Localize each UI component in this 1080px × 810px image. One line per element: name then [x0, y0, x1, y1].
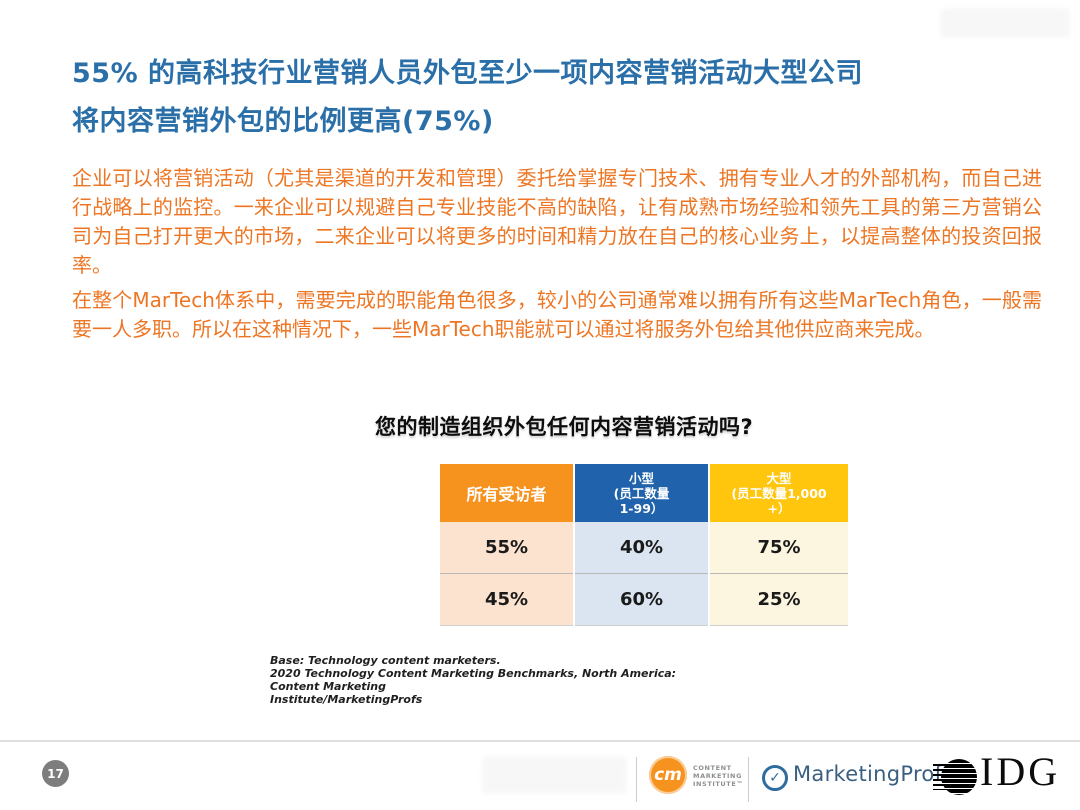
footer-divider: [0, 740, 1080, 742]
idg-globe-icon: [933, 759, 977, 795]
cmi-logo-text: CONTENT MARKETING INSTITUTE™: [693, 764, 744, 788]
idg-logo-text: IDG: [980, 749, 1061, 794]
footer-separator-1: [636, 757, 637, 802]
table-header-small: 小型 (员工数量 1-99）: [575, 464, 708, 522]
marketingprofs-logo-text: MarketingProfs: [793, 762, 954, 786]
source-note: Base: Technology content marketers. 2020…: [270, 654, 677, 706]
table-column-all-respondents: 所有受访者 55% 45%: [440, 464, 573, 626]
page-title: 55% 的高科技行业营销人员外包至少一项内容营销活动大型公司 将内容营销外包的比…: [72, 50, 972, 146]
table-cell: 45%: [440, 573, 573, 626]
table-header-large: 大型 (员工数量1,000 +）: [710, 464, 848, 522]
chart-title: 您的制造组织外包任何内容营销活动吗?: [375, 415, 754, 439]
table-cell: 60%: [575, 573, 708, 626]
watermark-top-right: [940, 8, 1070, 38]
marketingprofs-logo-icon: ✓: [762, 765, 788, 791]
table-cell: 55%: [440, 522, 573, 573]
table-column-small: 小型 (员工数量 1-99） 40% 60%: [575, 464, 708, 626]
outsourcing-table: 所有受访者 55% 45% 小型 (员工数量 1-99） 40% 60% 大型 …: [440, 464, 848, 626]
cmi-logo-icon: cm: [649, 756, 687, 794]
page-title-line2: 将内容营销外包的比例更高(75%): [72, 106, 494, 137]
footer-separator-2: [748, 757, 749, 802]
body-paragraph-2: 在整个MarTech体系中，需要完成的职能角色很多，较小的公司通常难以拥有所有这…: [72, 288, 1042, 341]
table-cell: 25%: [710, 573, 848, 626]
page-title-line1: 55% 的高科技行业营销人员外包至少一项内容营销活动大型公司: [72, 58, 864, 89]
page-number-badge: 17: [42, 760, 69, 787]
table-header-all-respondents: 所有受访者: [440, 464, 573, 522]
table-cell: 40%: [575, 522, 708, 573]
body-paragraph-1: 企业可以将营销活动（尤其是渠道的开发和管理）委托给掌握专门技术、拥有专业人才的外…: [72, 166, 1042, 277]
watermark-footer: [482, 756, 627, 794]
table-cell: 75%: [710, 522, 848, 573]
table-column-large: 大型 (员工数量1,000 +） 75% 25%: [710, 464, 848, 626]
